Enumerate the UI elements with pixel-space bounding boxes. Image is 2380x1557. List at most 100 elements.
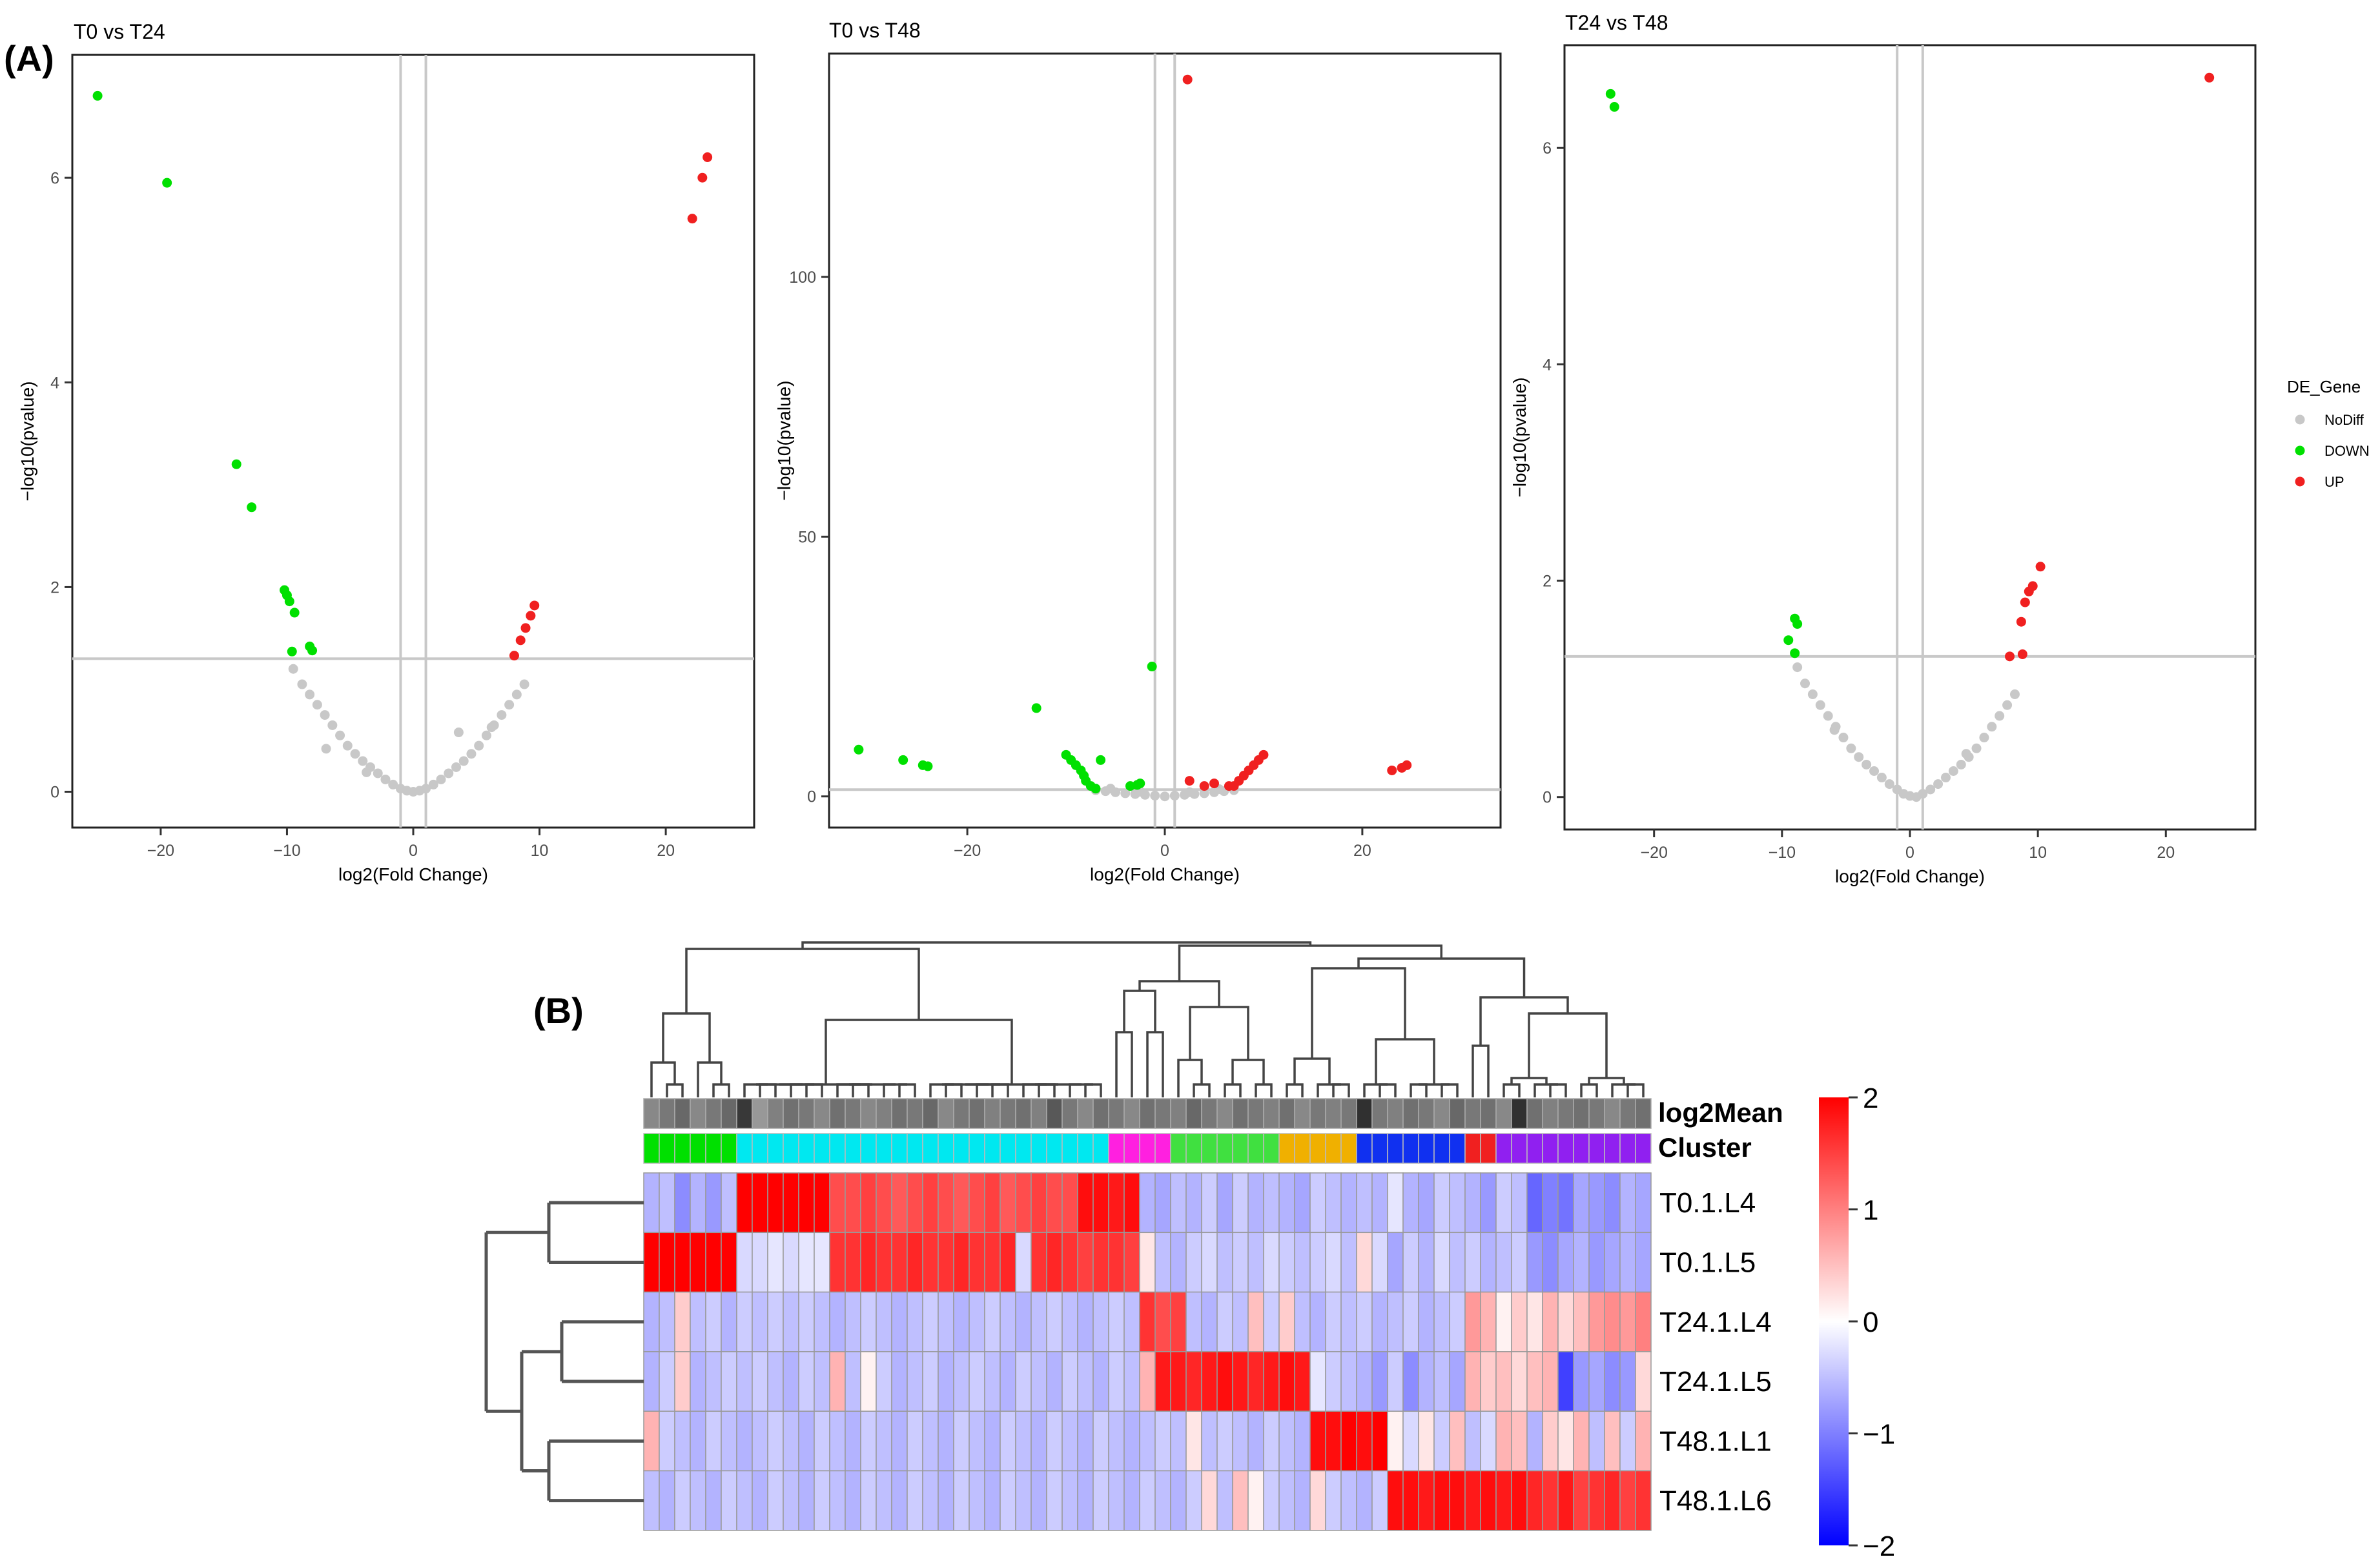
column-dendrogram-branch <box>1138 980 1220 1007</box>
log2mean-cell <box>1464 1098 1481 1129</box>
heatmap-cell <box>767 1470 784 1531</box>
heatmap-cell <box>1464 1470 1481 1531</box>
heatmap-cell <box>767 1351 784 1412</box>
heatmap-cell <box>891 1291 908 1352</box>
point-nodiff <box>1925 784 1936 795</box>
log2mean-cell <box>1325 1098 1342 1129</box>
heatmap-cell <box>1588 1232 1605 1293</box>
heatmap-cell <box>1093 1291 1109 1352</box>
column-dendrogram-branch <box>759 1083 777 1097</box>
point-nodiff <box>1869 766 1880 777</box>
legend-title: DE_Gene <box>2287 377 2361 396</box>
heatmap-cell <box>1557 1291 1574 1352</box>
heatmap-cell <box>860 1232 877 1293</box>
cluster-cell <box>659 1133 675 1164</box>
cluster-cell <box>814 1133 830 1164</box>
heatmap-cell <box>876 1351 892 1412</box>
heatmap-cell <box>876 1470 892 1531</box>
heatmap-cell <box>674 1351 691 1412</box>
point-nodiff <box>1199 788 1209 799</box>
log2mean-cell <box>705 1098 722 1129</box>
heatmap-cell <box>1015 1351 1032 1412</box>
heatmap-cell <box>907 1410 923 1472</box>
cluster-cell <box>721 1133 737 1164</box>
point-nodiff <box>1940 773 1951 783</box>
heatmap-cell <box>1418 1410 1435 1472</box>
log2mean-cell <box>1216 1098 1233 1129</box>
y-tick-label: 100 <box>789 269 816 287</box>
heatmap-cell <box>1309 1232 1326 1293</box>
y-tick-label: 4 <box>50 374 59 392</box>
heatmap-cell <box>674 1410 691 1472</box>
column-dendrogram-branch <box>836 1083 861 1097</box>
column-dendrogram-branch <box>662 1012 711 1063</box>
heatmap-cell <box>1201 1172 1218 1234</box>
row-label: T0.1.L4 <box>1659 1187 1756 1219</box>
heatmap-cell <box>1573 1291 1590 1352</box>
log2mean-cell <box>814 1098 830 1129</box>
x-tick-label: 20 <box>1353 842 1371 860</box>
heatmap-cell <box>1402 1470 1419 1531</box>
heatmap-cell <box>1325 1410 1342 1472</box>
log2mean-cell <box>1480 1098 1497 1129</box>
heatmap-cell <box>1526 1470 1543 1531</box>
heatmap-cell <box>1588 1291 1605 1352</box>
heatmap-cell <box>705 1291 722 1352</box>
heatmap-cell <box>1480 1351 1497 1412</box>
y-tick-label: 2 <box>1543 573 1552 591</box>
heatmap-cell <box>752 1470 768 1531</box>
heatmap-cell <box>1185 1172 1202 1234</box>
heatmap-cell <box>1371 1351 1388 1412</box>
log2mean-cell <box>1588 1098 1605 1129</box>
heatmap-cell <box>1402 1410 1419 1472</box>
column-dendrogram-branch <box>898 1083 916 1097</box>
cluster-cell <box>1526 1133 1543 1164</box>
heatmap-cell <box>938 1470 954 1531</box>
heatmap-cell <box>1325 1172 1342 1234</box>
heatmap-cell <box>1635 1291 1652 1352</box>
cluster-cell <box>783 1133 799 1164</box>
point-nodiff <box>362 767 372 777</box>
log2mean-cell <box>1062 1098 1078 1129</box>
point-nodiff <box>1933 779 1944 789</box>
heatmap-cell <box>829 1470 846 1531</box>
log2mean-cell <box>721 1098 737 1129</box>
cluster-cell <box>1278 1133 1295 1164</box>
heatmap-cell <box>1294 1291 1311 1352</box>
heatmap-cell <box>643 1232 660 1293</box>
heatmap-cell <box>1387 1351 1404 1412</box>
heatmap-cell <box>1325 1351 1342 1412</box>
log2mean-cell <box>1526 1098 1543 1129</box>
heatmap-cell <box>1309 1351 1326 1412</box>
heatmap-cell <box>783 1410 799 1472</box>
heatmap-cell <box>1154 1232 1171 1293</box>
heatmap-cell <box>1387 1470 1404 1531</box>
log2mean-cell <box>1185 1098 1202 1129</box>
heatmap-cell <box>907 1351 923 1412</box>
cluster-cell <box>1542 1133 1559 1164</box>
heatmap-cell <box>643 1291 660 1352</box>
log2mean-cell <box>674 1098 691 1129</box>
heatmap-cell <box>1201 1291 1218 1352</box>
column-dendrogram-branch <box>1580 1083 1598 1097</box>
point-nodiff <box>312 700 322 710</box>
point-nodiff <box>2002 700 2013 710</box>
log2mean-cell <box>938 1098 954 1129</box>
log2mean-cell <box>690 1098 706 1129</box>
cluster-cell <box>1139 1133 1156 1164</box>
heatmap-cell <box>1402 1351 1419 1412</box>
heatmap-cell <box>984 1410 1001 1472</box>
y-tick-label: 6 <box>1543 139 1552 158</box>
heatmap-cell <box>1015 1410 1032 1472</box>
heatmap-cell <box>938 1351 954 1412</box>
point-nodiff <box>1169 791 1180 801</box>
heatmap-cell <box>1418 1470 1435 1531</box>
heatmap-cell <box>1573 1410 1590 1472</box>
point-nodiff <box>1876 773 1887 783</box>
heatmap-cell <box>1170 1291 1187 1352</box>
x-axis-label: log2(Fold Change) <box>338 864 488 884</box>
heatmap-cell <box>705 1470 722 1531</box>
cluster-cell <box>1433 1133 1450 1164</box>
heatmap-cell <box>1046 1172 1063 1234</box>
heatmap-cell <box>1294 1351 1311 1412</box>
